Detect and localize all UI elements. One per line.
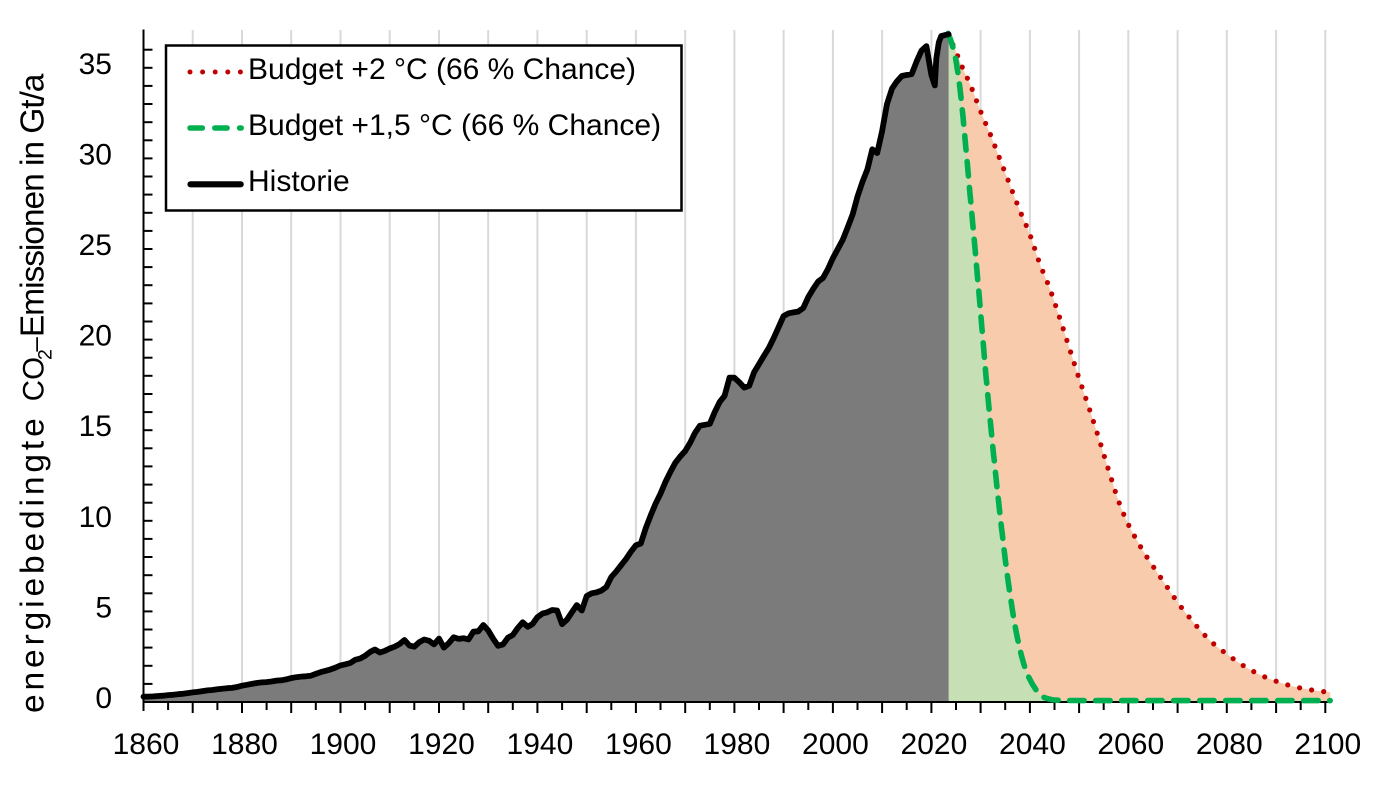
svg-text:Budget +2 °C (66 % Chance): Budget +2 °C (66 % Chance) <box>248 53 636 86</box>
svg-text:2100: 2100 <box>1294 728 1361 761</box>
svg-text:1940: 1940 <box>507 728 574 761</box>
svg-text:10: 10 <box>79 501 112 534</box>
svg-text:energiebedingte CO2–Emissionen: energiebedingte CO2–Emissionen in Gt/a <box>15 73 57 713</box>
svg-text:2020: 2020 <box>901 728 968 761</box>
svg-text:1960: 1960 <box>605 728 672 761</box>
svg-text:15: 15 <box>79 410 112 443</box>
svg-text:1900: 1900 <box>310 728 377 761</box>
svg-text:2000: 2000 <box>802 728 869 761</box>
svg-text:Budget +1,5 °C (66 % Chance): Budget +1,5 °C (66 % Chance) <box>248 109 661 142</box>
svg-text:1860: 1860 <box>113 728 180 761</box>
svg-text:1880: 1880 <box>211 728 278 761</box>
svg-text:2040: 2040 <box>999 728 1066 761</box>
svg-text:2060: 2060 <box>1097 728 1164 761</box>
svg-text:30: 30 <box>79 138 112 171</box>
svg-text:2080: 2080 <box>1196 728 1263 761</box>
svg-text:0: 0 <box>95 682 112 715</box>
svg-text:1920: 1920 <box>408 728 475 761</box>
svg-text:1980: 1980 <box>704 728 771 761</box>
svg-text:Historie: Historie <box>248 165 350 198</box>
svg-text:25: 25 <box>79 229 112 262</box>
svg-text:35: 35 <box>79 48 112 81</box>
svg-text:20: 20 <box>79 320 112 353</box>
svg-text:5: 5 <box>95 591 112 624</box>
